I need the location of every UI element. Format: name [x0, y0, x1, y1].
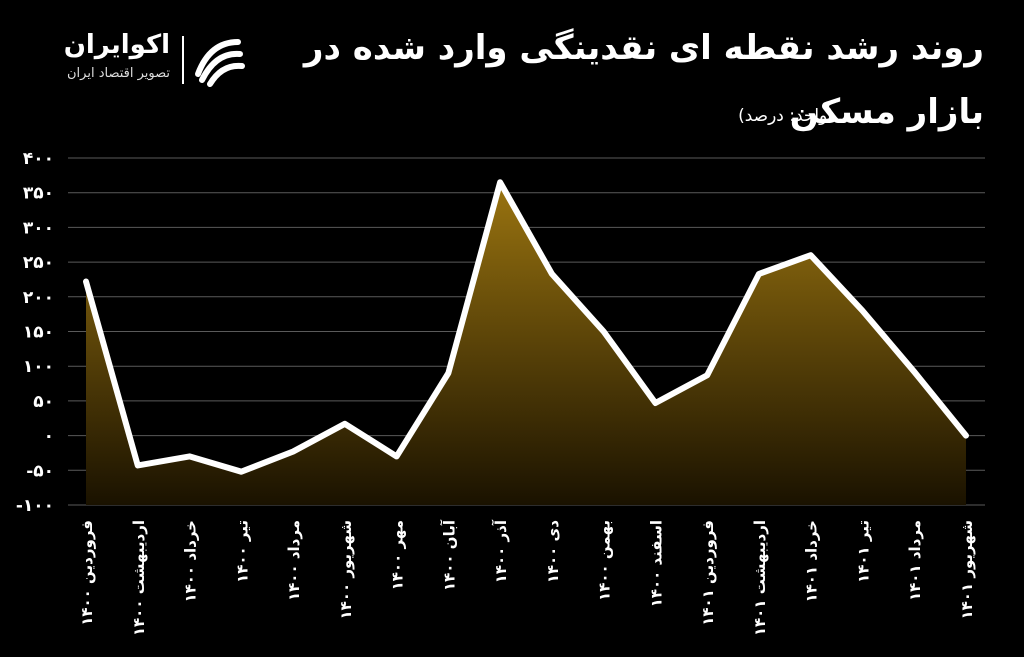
x-tick-label: اردیبهشت ۱۴۰۱ [751, 520, 769, 636]
x-tick-label: اردیبهشت ۱۴۰۰ [130, 520, 148, 636]
y-tick-label: ۱۰۰ [23, 357, 54, 377]
chart-title-line2: بازار مسکن [789, 92, 984, 132]
x-tick-label: خرداد ۱۴۰۱ [803, 520, 821, 603]
x-tick-label: تیر ۱۴۰۰ [233, 520, 251, 583]
data-point [84, 279, 88, 284]
data-point [498, 180, 503, 185]
y-tick-label: ۳۰۰ [23, 218, 54, 238]
y-tick-label: ۲۰۰ [23, 288, 54, 308]
area-series [83, 179, 969, 506]
x-tick-label: مرداد ۱۴۰۰ [285, 520, 303, 601]
x-tick-label: آبان ۱۴۰۰ [440, 519, 458, 591]
x-tick-label: فروردین ۱۴۰۰ [78, 520, 96, 626]
data-point [291, 449, 296, 454]
area-fill [86, 182, 966, 506]
ecoiran-logo-icon [195, 39, 245, 87]
y-tick-label: ۱۵۰ [23, 323, 54, 343]
x-tick-label: شهریور ۱۴۰۰ [337, 520, 355, 620]
data-point [446, 371, 451, 376]
y-tick-label: ۲۵۰ [23, 253, 54, 273]
data-point [135, 463, 140, 468]
brand-divider [182, 36, 184, 84]
unit-label: (واحد: درصد) [738, 106, 834, 126]
y-tick-label: -۵۰ [26, 461, 54, 481]
x-tick-label: آذر ۱۴۰۰ [492, 519, 510, 583]
x-tick-label: دی ۱۴۰۰ [544, 520, 562, 584]
data-point [549, 271, 554, 276]
y-tick-label: ۳۵۰ [23, 184, 54, 204]
data-point [187, 454, 192, 459]
data-point [756, 271, 761, 276]
x-axis-ticks: فروردین ۱۴۰۰ اردیبهشت ۱۴۰۰ خرداد ۱۴۰۰ تیر ۱… [78, 519, 976, 636]
chart-title: روند رشد نقطه ای نقدینگی وارد شده در [303, 28, 984, 68]
series-line [83, 179, 969, 475]
data-point [808, 253, 813, 258]
data-point [912, 369, 917, 374]
data-point [239, 469, 244, 474]
data-point [705, 373, 710, 378]
data-point [394, 454, 399, 459]
x-tick-label: مرداد ۱۴۰۱ [906, 520, 924, 601]
x-tick-label: فروردین ۱۴۰۱ [699, 520, 717, 626]
y-tick-label: ۵۰ [33, 392, 54, 412]
brand-tagline: تصویر اقتصاد ایران [67, 66, 170, 81]
data-point [342, 421, 347, 426]
x-tick-label: خرداد ۱۴۰۰ [182, 520, 200, 603]
x-tick-label: مهر ۱۴۰۰ [389, 520, 407, 590]
y-tick-label: -۱۰۰ [16, 496, 54, 516]
x-tick-label: بهمن ۱۴۰۰ [596, 520, 614, 601]
x-tick-label: اسفند ۱۴۰۰ [647, 520, 665, 607]
brand-name: اکوایران [63, 30, 170, 60]
y-axis-ticks: -۱۰۰ -۵۰ ۰ ۵۰ ۱۰۰ ۱۵۰ ۲۰۰ ۲۵۰ ۳۰۰ ۳۵۰ ۴۰۰ [16, 149, 54, 516]
data-point [601, 329, 606, 334]
brand-block: اکوایران تصویر اقتصاد ایران [40, 30, 250, 90]
data-point [653, 400, 658, 405]
x-tick-label: شهریور ۱۴۰۱ [958, 520, 976, 620]
y-tick-label: ۴۰۰ [23, 149, 54, 169]
data-point [860, 308, 865, 313]
data-point [964, 433, 968, 438]
x-tick-label: تیر ۱۴۰۱ [854, 520, 872, 583]
y-tick-label: ۰ [44, 427, 54, 447]
